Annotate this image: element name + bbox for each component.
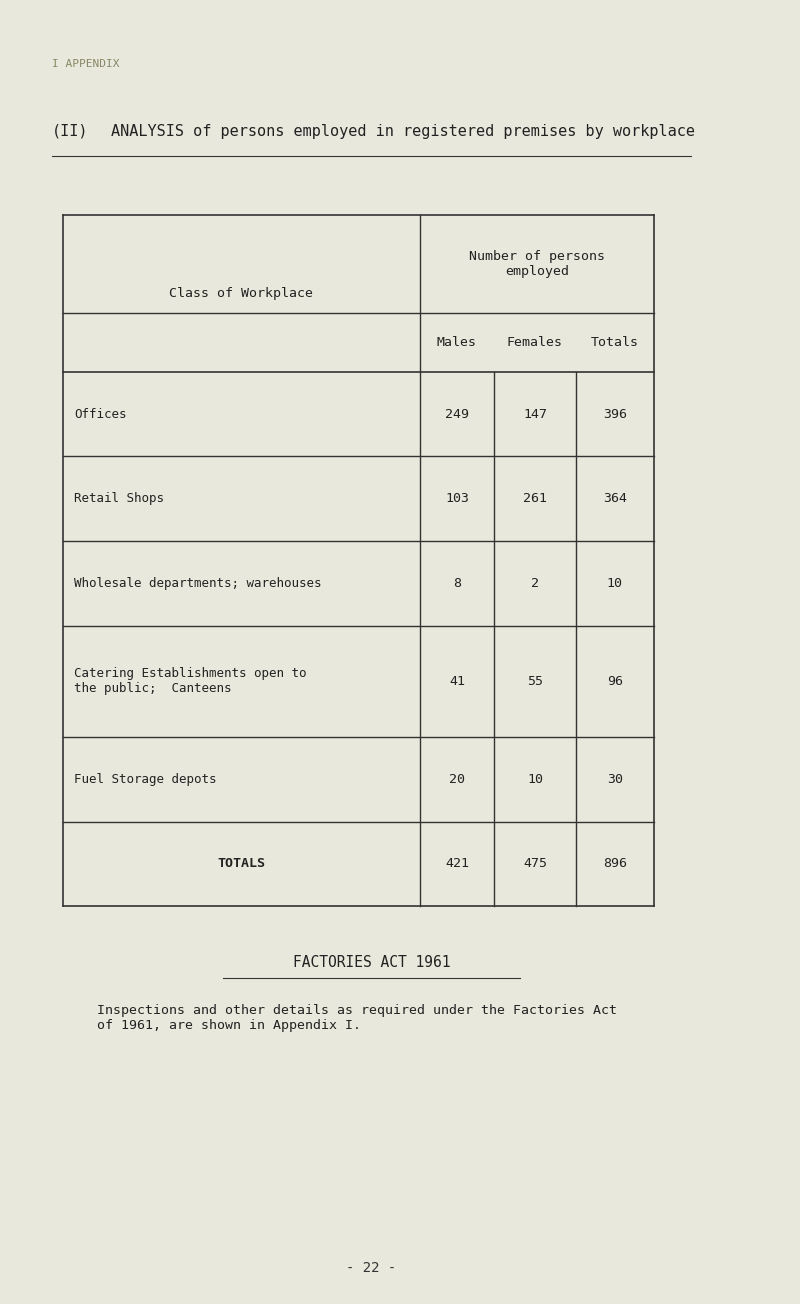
Text: 896: 896: [603, 858, 627, 870]
Text: 249: 249: [445, 408, 469, 420]
Text: 8: 8: [453, 578, 461, 589]
Text: 20: 20: [449, 773, 465, 785]
Text: 10: 10: [607, 578, 623, 589]
Text: 103: 103: [445, 493, 469, 505]
Text: 41: 41: [449, 675, 465, 687]
Text: 261: 261: [523, 493, 547, 505]
Text: TOTALS: TOTALS: [218, 858, 266, 870]
Text: 147: 147: [523, 408, 547, 420]
Text: Catering Establishments open to
the public;  Canteens: Catering Establishments open to the publ…: [74, 668, 307, 695]
Text: 364: 364: [603, 493, 627, 505]
Text: 475: 475: [523, 858, 547, 870]
Text: 396: 396: [603, 408, 627, 420]
Text: 30: 30: [607, 773, 623, 785]
Text: Males: Males: [437, 336, 477, 348]
Text: Totals: Totals: [591, 336, 639, 348]
Text: Inspections and other details as required under the Factories Act
of 1961, are s: Inspections and other details as require…: [97, 1004, 617, 1031]
Text: Offices: Offices: [74, 408, 126, 420]
Text: 2: 2: [531, 578, 539, 589]
Text: 421: 421: [445, 858, 469, 870]
Text: I APPENDIX: I APPENDIX: [52, 59, 119, 69]
Text: Wholesale departments; warehouses: Wholesale departments; warehouses: [74, 578, 322, 589]
Text: (II): (II): [52, 124, 89, 140]
Text: 10: 10: [527, 773, 543, 785]
Text: Fuel Storage depots: Fuel Storage depots: [74, 773, 217, 785]
Text: Number of persons
employed: Number of persons employed: [469, 250, 605, 278]
Text: 55: 55: [527, 675, 543, 687]
Text: Retail Shops: Retail Shops: [74, 493, 164, 505]
Text: - 22 -: - 22 -: [346, 1261, 397, 1275]
Text: 96: 96: [607, 675, 623, 687]
Text: ANALYSIS of persons employed in registered premises by workplace: ANALYSIS of persons employed in register…: [111, 124, 695, 140]
Text: Class of Workplace: Class of Workplace: [170, 287, 314, 300]
Text: FACTORIES ACT 1961: FACTORIES ACT 1961: [293, 955, 450, 970]
Text: Females: Females: [507, 336, 563, 348]
